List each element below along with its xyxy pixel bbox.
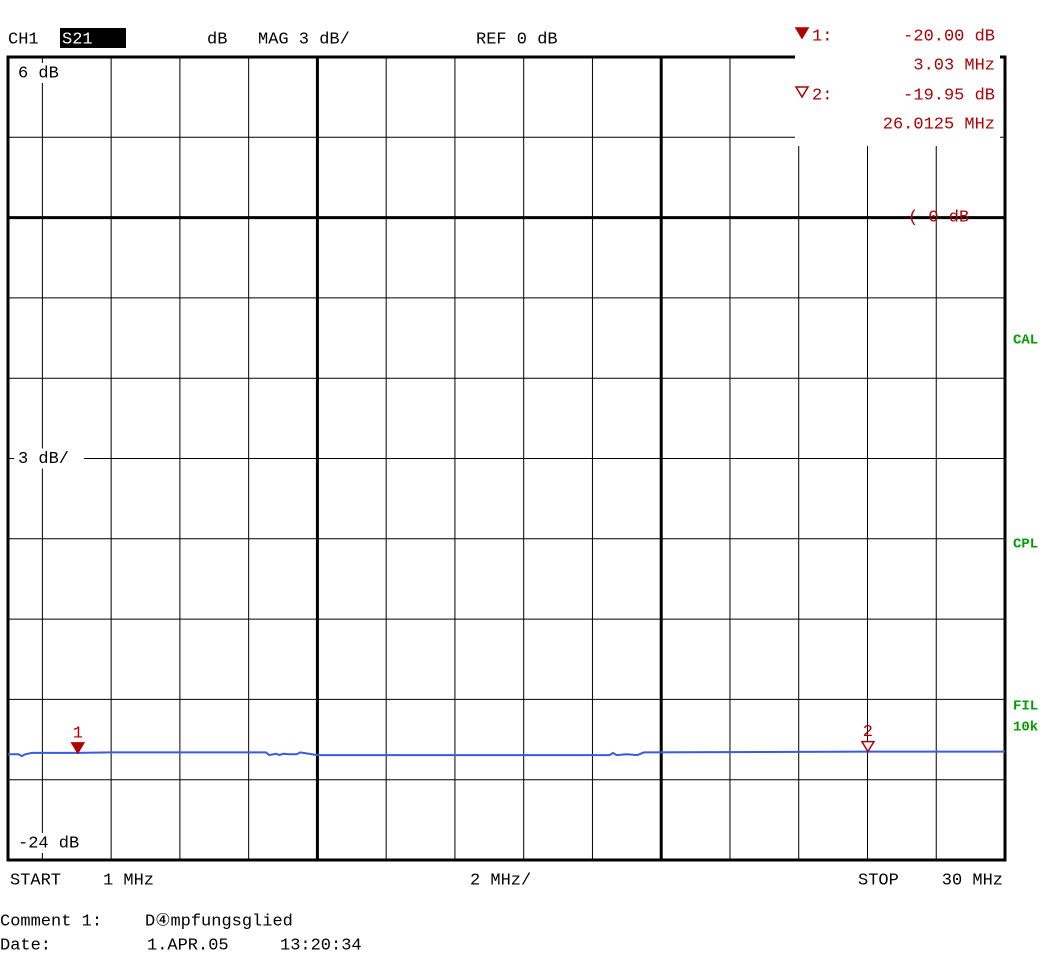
trace [8,750,1005,758]
span: 2 MHz/ [470,871,531,890]
scale: MAG 3 dB/ [258,30,350,49]
readout-value: -20.00 dB [903,27,995,46]
stop: 30 MHz [942,871,1003,890]
date-day: 1.APR.05 [147,936,229,955]
y-tick-label: -24 dB [18,834,79,853]
side-label: CPL [1013,537,1038,553]
date-time: 13:20:34 [280,936,362,955]
side-label: 10k [1013,720,1038,736]
param-highlight [60,28,126,48]
label-bg [14,63,84,83]
side-label: CAL [1013,333,1038,349]
label-bg [14,833,84,853]
readout-label: 1: [812,27,832,46]
readout-value: -19.95 dB [903,86,995,105]
readout-x: 26.0125 MHz [883,115,995,134]
ref-indicator: ( 0 dB [908,208,969,227]
stop-word: STOP [858,871,899,890]
y-tick-label: 6 dB [18,64,59,83]
side-label: FIL [1013,699,1038,715]
start-word: START [10,871,61,890]
readout-icon [794,27,810,40]
date-label: Date: [0,936,51,955]
marker [70,742,86,755]
readout-label: 2: [812,86,832,105]
y-tick-label: 3 dB/ [18,450,69,469]
marker-number: 2 [863,723,873,742]
marker-number: 1 [73,724,83,743]
plot: 6 dB 3 dB/ -24 dB 1 2 [6,55,1007,862]
reference: REF 0 dB [476,30,558,49]
readout-icon [794,86,810,99]
marker [860,740,876,754]
comment-text: D④mpfungsglied [145,912,293,931]
start: 1 MHz [103,871,154,890]
comment-label: Comment 1: [0,912,102,931]
parameter: S21 [62,30,93,49]
label-bg [14,448,84,469]
readout-box [795,22,1000,146]
channel: CH1 [8,30,39,49]
format: dB [207,30,227,49]
readout-x: 3.03 MHz [913,56,995,75]
